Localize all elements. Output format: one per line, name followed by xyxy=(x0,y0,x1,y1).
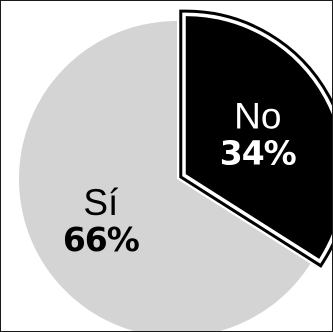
slice-label-sí: Sí xyxy=(83,182,119,223)
slice-label-no: No xyxy=(234,96,281,137)
slice-value-no: 34% xyxy=(220,134,297,173)
pie-slice-sí xyxy=(19,21,311,331)
pie-slices xyxy=(19,9,332,331)
slice-value-sí: 66% xyxy=(63,220,140,259)
pie-slice-no xyxy=(185,16,332,259)
